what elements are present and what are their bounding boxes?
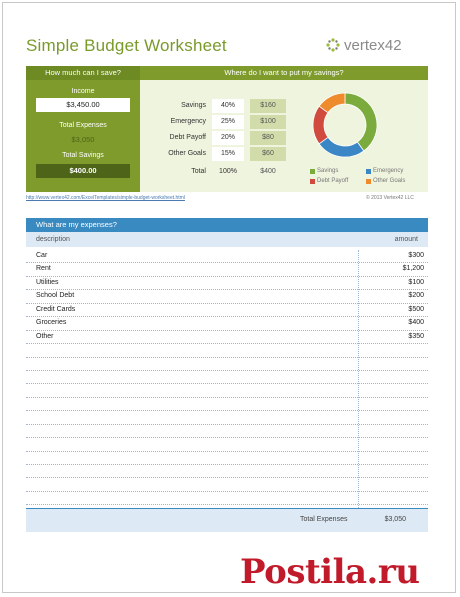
expense-description[interactable]: Rent <box>36 265 51 273</box>
expense-amount[interactable]: $500 <box>408 305 424 313</box>
logo-text: vertex42 <box>344 36 402 54</box>
total-expenses-label: Total Expenses <box>59 122 107 129</box>
legend-label: Savings <box>317 168 339 174</box>
table-row[interactable]: Groceries $400 <box>26 317 428 331</box>
expense-amount[interactable]: $100 <box>408 278 424 286</box>
table-row[interactable] <box>26 492 428 506</box>
legend-item: Emergency <box>366 168 403 174</box>
table-row[interactable]: Other $350 <box>26 331 428 345</box>
expense-description[interactable]: Groceries <box>36 319 67 327</box>
legend-label: Emergency <box>373 168 404 174</box>
total-savings-label: Total Savings <box>62 152 104 159</box>
legend-swatch <box>366 168 371 174</box>
table-row[interactable] <box>26 384 428 398</box>
allocation-percent-field[interactable]: 20% <box>212 131 244 145</box>
donut-slice-emergency <box>318 136 365 158</box>
allocation-total-row: Total 100% $400 <box>140 164 290 180</box>
amount-column-divider <box>358 250 359 508</box>
legend-swatch <box>366 178 371 184</box>
expense-amount[interactable]: $350 <box>408 332 424 340</box>
column-amount: amount <box>394 236 418 243</box>
legend-item: Other Goals <box>366 178 405 184</box>
table-row[interactable] <box>26 358 428 371</box>
table-row[interactable] <box>26 398 428 412</box>
template-url-link[interactable]: http://www.vertex42.com/ExcelTemplates/s… <box>26 195 185 201</box>
expense-amount[interactable]: $200 <box>408 292 424 300</box>
allocation-percent-field[interactable]: 40% <box>212 99 244 113</box>
savings-panel: Income $3,450.00 Total Expenses $3,050 T… <box>26 80 140 192</box>
legend-label: Debt Payoff <box>317 178 349 184</box>
table-row[interactable] <box>26 425 428 439</box>
allocation-label: Other Goals <box>168 150 206 157</box>
chart-legend: Savings Emergency Debt Payoff Other Goals <box>308 168 426 190</box>
legend-label: Other Goals <box>373 178 406 184</box>
expenses-header: What are my expenses? <box>36 220 117 229</box>
allocation-total-amount: $400 <box>260 168 276 175</box>
allocation-amount: $80 <box>250 131 286 145</box>
summary-header-band: How much can I save? Where do I want to … <box>26 66 428 80</box>
allocation-label: Savings <box>181 102 206 109</box>
allocation-row: Debt Payoff 20% $80 <box>140 130 290 146</box>
allocation-amount: $60 <box>250 147 286 161</box>
allocation-row: Other Goals 15% $60 <box>140 146 290 162</box>
legend-item: Debt Payoff <box>310 178 348 184</box>
expense-description[interactable]: Car <box>36 252 48 259</box>
donut-slice-other-goals <box>318 92 346 114</box>
allocation-percent-field[interactable]: 15% <box>212 147 244 161</box>
table-row[interactable] <box>26 438 428 452</box>
vertex42-logo-icon <box>326 38 340 52</box>
total-expenses-value: $3,050 <box>36 133 130 147</box>
table-row[interactable] <box>26 371 428 385</box>
table-row[interactable] <box>26 344 428 358</box>
watermark-logo: Postila.ru <box>240 552 420 592</box>
legend-swatch <box>310 168 315 174</box>
savings-header: How much can I save? <box>26 66 140 80</box>
allocation-row: Emergency 25% $100 <box>140 114 290 130</box>
table-row[interactable]: Utilities $100 <box>26 277 428 291</box>
allocation-label: Emergency <box>170 118 206 125</box>
allocation-percent-field[interactable]: 25% <box>212 115 244 129</box>
allocation-label: Debt Payoff <box>169 134 206 141</box>
allocation-total-label: Total <box>191 168 206 175</box>
expenses-header-band: What are my expenses? <box>26 218 428 232</box>
allocation-panel: Savings 40% $160 Emergency 25% $100 Debt… <box>140 80 428 192</box>
column-description: description <box>36 236 70 243</box>
total-expenses-row-value: $3,050 <box>384 516 406 523</box>
table-row[interactable]: School Debt $200 <box>26 290 428 304</box>
income-label: Income <box>71 88 95 95</box>
table-row[interactable] <box>26 452 428 465</box>
expense-description[interactable]: Utilities <box>36 278 59 286</box>
allocation-header: Where do I want to put my savings? <box>224 68 344 77</box>
savings-donut-chart <box>312 92 378 158</box>
total-expenses-bar: Total Expenses $3,050 <box>26 508 428 532</box>
table-row[interactable] <box>26 411 428 425</box>
income-field[interactable]: $3,450.00 <box>36 98 130 112</box>
table-row[interactable]: Credit Cards $500 <box>26 304 428 318</box>
allocation-amount: $100 <box>250 115 286 129</box>
expense-amount[interactable]: $400 <box>408 319 424 327</box>
legend-item: Savings <box>310 168 338 174</box>
allocation-row: Savings 40% $160 <box>140 98 290 114</box>
donut-slice-debt-payoff <box>312 105 329 145</box>
total-savings-value: $400.00 <box>36 164 130 178</box>
expense-description[interactable]: School Debt <box>36 292 75 300</box>
total-expenses-row-label: Total Expenses <box>300 516 348 523</box>
allocation-total-percent: 100% <box>219 168 237 175</box>
expense-amount[interactable]: $1,200 <box>402 265 424 273</box>
table-row[interactable]: Rent $1,200 <box>26 263 428 277</box>
page-title: Simple Budget Worksheet <box>26 36 227 55</box>
expenses-table: Car $300 Rent $1,200 Utilities $100 School Deb… <box>26 250 428 506</box>
expenses-column-header: description amount <box>26 232 428 247</box>
copyright-text: © 2013 Vertex42 LLC <box>366 195 414 201</box>
allocation-amount: $160 <box>250 99 286 113</box>
table-row[interactable] <box>26 465 428 479</box>
table-row[interactable] <box>26 478 428 492</box>
legend-swatch <box>310 178 315 184</box>
table-row[interactable]: Car $300 <box>26 250 428 264</box>
donut-slice-savings <box>344 92 378 152</box>
vertex42-logo: vertex42 <box>324 36 424 54</box>
expense-amount[interactable]: $300 <box>408 252 424 259</box>
expense-description[interactable]: Credit Cards <box>36 305 76 313</box>
expense-description[interactable]: Other <box>36 332 54 340</box>
